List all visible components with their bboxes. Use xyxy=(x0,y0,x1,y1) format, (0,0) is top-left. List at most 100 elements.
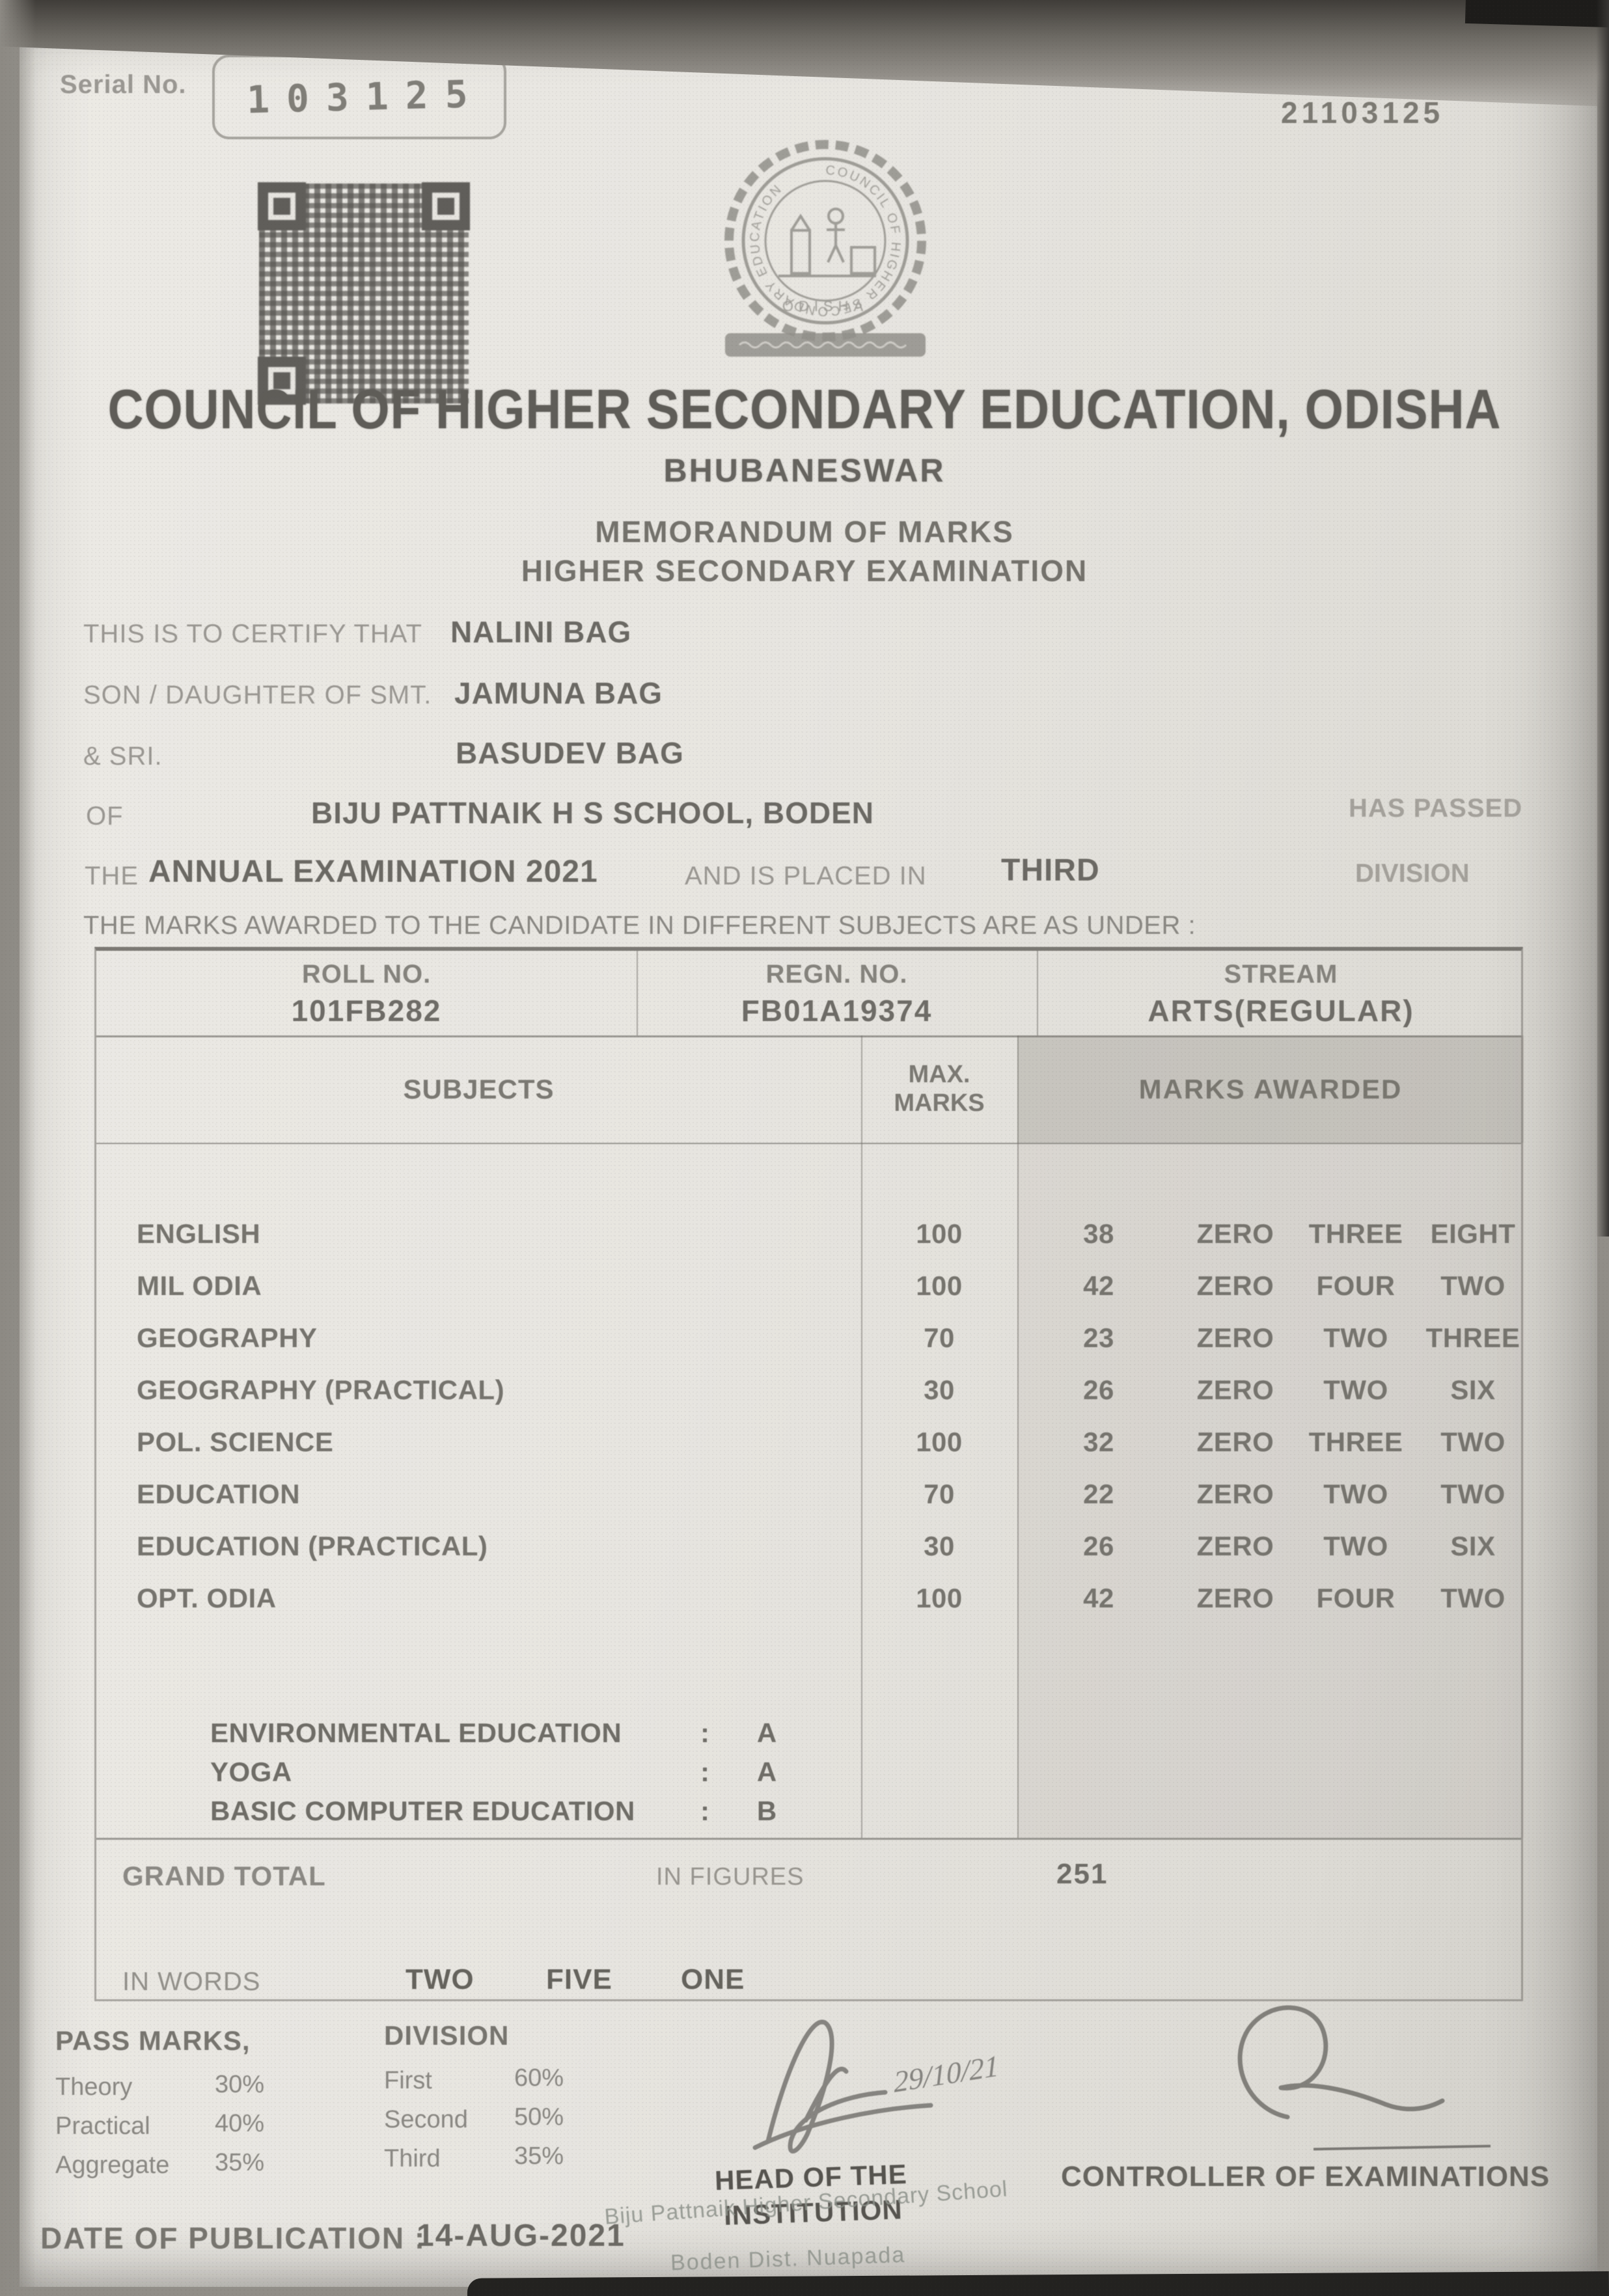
marks-word: TWO xyxy=(1323,1479,1388,1509)
marks-figure: 32 xyxy=(1083,1427,1114,1457)
marks-figure: 22 xyxy=(1083,1479,1114,1509)
marks-word: ZERO xyxy=(1196,1479,1274,1509)
school-stamp-line2: Boden Dist. Nuapada xyxy=(670,2242,906,2276)
division-item-value: 50% xyxy=(514,2103,564,2131)
grade-value: B xyxy=(756,1796,777,1826)
controller-signature xyxy=(1237,2005,1445,2120)
document-title: MEMORANDUM OF MARKS xyxy=(595,515,1014,549)
qr-finder-icon xyxy=(258,357,306,405)
qr-code xyxy=(258,182,470,405)
head-signature xyxy=(752,2019,933,2154)
logo-emblem-art xyxy=(778,208,876,277)
father-label: & SRI. xyxy=(83,742,163,771)
grade-colon: : xyxy=(700,1717,709,1748)
marks-awarded-column-header: MARKS AWARDED xyxy=(1138,1073,1403,1104)
marks-word: THREE xyxy=(1425,1322,1520,1353)
certify-label: THIS IS TO CERTIFY THAT xyxy=(83,620,422,648)
candidate-name: NALINI BAG xyxy=(450,615,632,649)
marks-word: ZERO xyxy=(1196,1270,1274,1301)
marks-word: SIX xyxy=(1450,1531,1496,1561)
marks-word: ZERO xyxy=(1196,1218,1274,1249)
grand-total-label: GRAND TOTAL xyxy=(122,1861,326,1891)
marks-word: TWO xyxy=(1440,1479,1506,1509)
marks-figure: 23 xyxy=(1083,1322,1114,1353)
logo-ring-text: COUNCIL OF HIGHER SECONDARY EDUCATION xyxy=(748,163,901,319)
pass-marks-heading: PASS MARKS, xyxy=(55,2025,251,2056)
qr-finder-icon xyxy=(422,182,470,230)
table-line xyxy=(637,951,638,1035)
pass-marks-item-value: 30% xyxy=(215,2071,265,2098)
regn-no-value: FB01A19374 xyxy=(741,993,933,1028)
logo-motto-banner xyxy=(725,333,926,357)
stream-cell: STREAM ARTS(REGULAR) xyxy=(1037,955,1525,1033)
qr-finder-icon xyxy=(258,182,306,230)
scan-edge-top-right xyxy=(1465,0,1609,27)
exam-name: ANNUAL EXAMINATION 2021 xyxy=(148,854,598,889)
marks-word: ZERO xyxy=(1196,1583,1274,1613)
marks-word: ZERO xyxy=(1196,1322,1274,1353)
organization-city: BHUBANESWAR xyxy=(663,452,946,489)
grade-subject-rows: ENVIRONMENTAL EDUCATION : A YOGA : A BAS… xyxy=(96,1714,1525,1831)
subject-name: ENGLISH xyxy=(137,1218,261,1249)
division-word-label: DIVISION xyxy=(1355,859,1470,888)
max-marks: 100 xyxy=(916,1218,963,1249)
marks-word: TWO xyxy=(1323,1322,1388,1353)
marks-table: ROLL NO. 101FB282 REGN. NO. FB01A19374 S… xyxy=(94,947,1525,2001)
logo-motto-script xyxy=(738,341,907,349)
pass-marks-item-value: 40% xyxy=(215,2110,265,2137)
marks-word: FOUR xyxy=(1316,1583,1396,1613)
table-line xyxy=(96,1838,1521,1840)
the-label: THE xyxy=(85,862,139,890)
pass-marks-item-label: Aggregate xyxy=(55,2152,170,2179)
roll-no-cell: ROLL NO. 101FB282 xyxy=(96,955,637,1033)
max-marks-column-header: MAX. MARKS xyxy=(894,1060,985,1117)
table-row: EDUCATION (PRACTICAL) 30 26 ZERO TWO SIX xyxy=(96,1520,1525,1572)
subject-name: EDUCATION (PRACTICAL) xyxy=(137,1531,488,1561)
marks-word: FOUR xyxy=(1316,1270,1396,1301)
pass-marks-item-label: Practical xyxy=(55,2112,150,2140)
table-line xyxy=(861,1035,862,1838)
division-item-label: Second xyxy=(384,2106,468,2133)
marks-word: THREE xyxy=(1308,1218,1403,1249)
svg-text:COUNCIL OF HIGHER SECONDARY ED: COUNCIL OF HIGHER SECONDARY EDUCATION xyxy=(748,163,903,319)
division-item-label: Third xyxy=(384,2145,441,2172)
marks-word: ZERO xyxy=(1196,1427,1274,1457)
division-item-value: 60% xyxy=(514,2064,564,2092)
subjects-column-header: SUBJECTS xyxy=(403,1073,555,1104)
table-row: EDUCATION 70 22 ZERO TWO TWO xyxy=(96,1468,1525,1520)
council-emblem-logo: COUNCIL OF HIGHER SECONDARY EDUCATION OD… xyxy=(724,140,926,357)
table-row: POL. SCIENCE 100 32 ZERO THREE TWO xyxy=(96,1416,1525,1468)
document-subtitle: HIGHER SECONDARY EXAMINATION xyxy=(521,554,1088,588)
serial-number-stamp-box: 103125 xyxy=(212,55,506,139)
controller-of-examinations-label: CONTROLLER OF EXAMINATIONS xyxy=(1061,2161,1550,2193)
division-item-value: 35% xyxy=(514,2142,564,2170)
scan-edge-right xyxy=(1596,0,1609,1237)
subject-name: MIL ODIA xyxy=(137,1270,262,1301)
pass-marks-item-label: Theory xyxy=(55,2073,133,2101)
subject-name: GEOGRAPHY xyxy=(137,1322,318,1353)
mother-name: JAMUNA BAG xyxy=(454,676,663,710)
max-marks: 30 xyxy=(924,1374,955,1405)
date-of-publication-label: DATE OF PUBLICATION : xyxy=(40,2221,426,2255)
max-marks: 70 xyxy=(924,1479,955,1509)
organization-title: COUNCIL OF HIGHER SECONDARY EDUCATION, O… xyxy=(107,378,1502,441)
marks-word: ZERO xyxy=(1196,1374,1274,1405)
grade-colon: : xyxy=(700,1796,709,1826)
table-line xyxy=(96,1143,1521,1144)
grade-subject-name: ENVIRONMENTAL EDUCATION xyxy=(210,1717,622,1748)
table-line xyxy=(96,1035,1521,1037)
in-words-value: FIVE xyxy=(546,1963,612,1995)
grade-colon: : xyxy=(700,1756,709,1787)
subject-name: EDUCATION xyxy=(137,1479,301,1509)
marks-figure: 26 xyxy=(1083,1374,1114,1405)
marks-figure: 42 xyxy=(1083,1583,1114,1613)
marks-word: ZERO xyxy=(1196,1531,1274,1561)
scan-edge-left xyxy=(0,0,36,2296)
max-marks: 100 xyxy=(916,1427,963,1457)
regn-no-label: REGN. NO. xyxy=(765,959,908,989)
school-name: BIJU PATTNAIK H S SCHOOL, BODEN xyxy=(311,796,874,830)
placed-in-label: AND IS PLACED IN xyxy=(685,862,927,890)
division-heading: DIVISION xyxy=(384,2020,510,2051)
division-item-label: First xyxy=(384,2067,432,2094)
